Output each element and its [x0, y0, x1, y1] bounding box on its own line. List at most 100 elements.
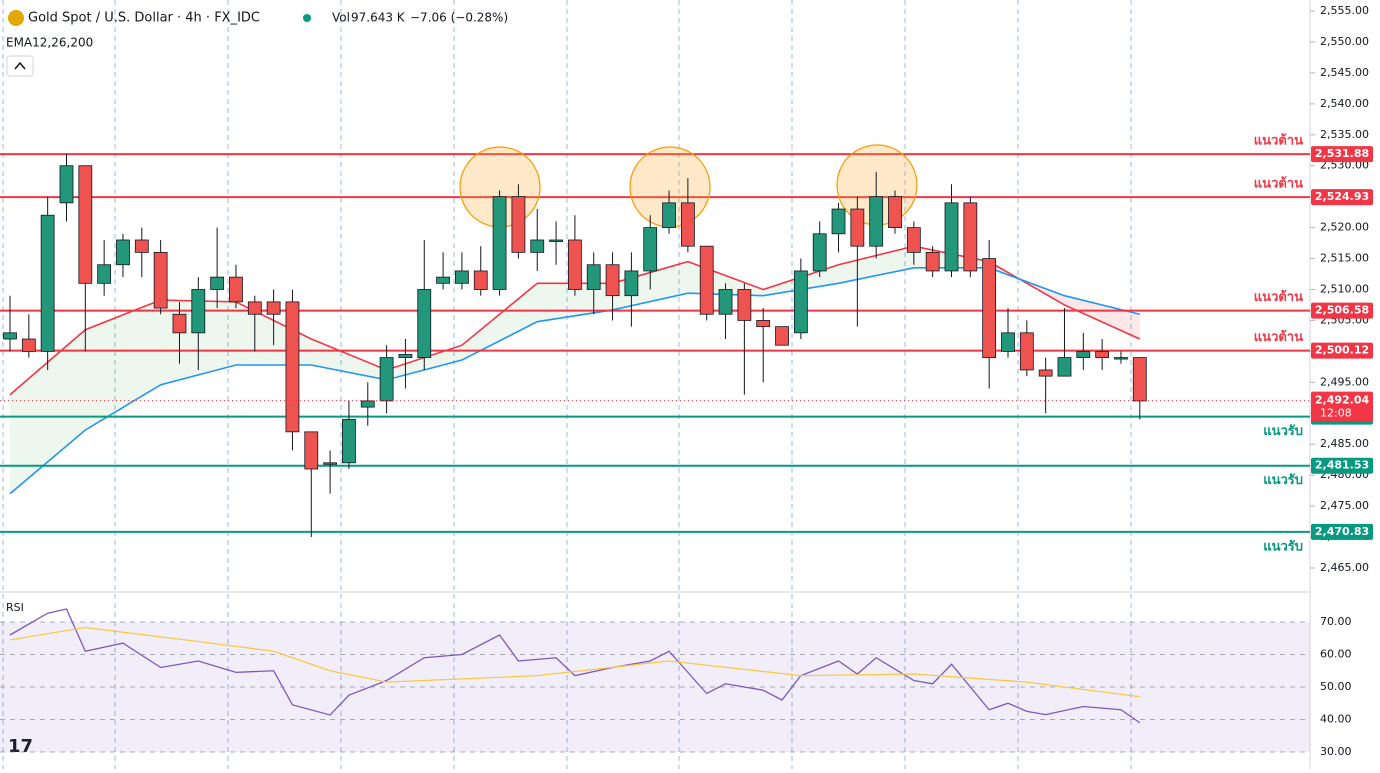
candle-body: [323, 462, 338, 465]
candle-body: [285, 301, 300, 433]
candle-body: [1019, 332, 1034, 371]
symbol-title: Gold Spot / U.S. Dollar · 4h · FX_IDC: [28, 11, 260, 26]
candle-body: [21, 338, 36, 352]
candle-body: [342, 419, 356, 464]
collapse-button[interactable]: [6, 55, 34, 77]
rsi-line: [9, 608, 1141, 724]
price-tick-label: 2,555.00: [1320, 4, 1369, 17]
rsi-tick-label: 70.00: [1320, 615, 1352, 628]
rsi-tick-label: 40.00: [1320, 713, 1352, 726]
market-status: [303, 14, 311, 22]
grid: [2, 0, 1132, 769]
candle-body: [78, 165, 93, 284]
level-label: แนวต้าน: [1254, 176, 1303, 192]
candle-body: [134, 239, 149, 253]
candle-body: [831, 208, 846, 235]
candle-body: [229, 276, 243, 303]
candle-body: [436, 276, 450, 284]
collapse-icon: [14, 61, 26, 70]
candle-body: [417, 289, 432, 358]
candle-body: [982, 258, 997, 358]
candle-body: [247, 301, 262, 315]
level-label: แนวรับ: [1263, 539, 1303, 554]
candle-body: [680, 202, 695, 247]
candle-body: [511, 196, 526, 253]
candle-body: [40, 214, 55, 352]
level-label: แนวต้าน: [1254, 289, 1303, 305]
candle-body: [455, 270, 469, 284]
candle-body: [812, 233, 827, 272]
rsi-tick-label: 30.00: [1320, 745, 1352, 758]
rsi-label: RSI: [6, 601, 24, 614]
candle-body: [1132, 357, 1147, 402]
countdown: 12:08: [1320, 407, 1352, 420]
candle-body: [1038, 369, 1053, 377]
volume: 97.643 K: [351, 11, 406, 25]
candle-body: [492, 196, 507, 290]
candle-body: [718, 289, 733, 315]
candle-body: [850, 208, 865, 247]
candle-body: [605, 264, 620, 297]
ema-fill: [1064, 295, 1140, 340]
candle-body: [1076, 350, 1091, 358]
candle-body: [699, 245, 714, 315]
level-tag: [1311, 302, 1373, 319]
ema-fill: [311, 339, 387, 380]
level-label: แนวต้าน: [1254, 133, 1303, 149]
level-tag-label: 2,470.83: [1315, 525, 1369, 538]
level-label: แนวรับ: [1263, 424, 1303, 439]
level-tag: [1311, 523, 1373, 540]
last-price-tag: [1311, 391, 1373, 422]
candle-body: [172, 313, 187, 334]
candle-body: [3, 332, 17, 340]
candle-body: [59, 165, 74, 204]
price-tick-label: 2,515.00: [1320, 252, 1369, 265]
candle-body: [737, 289, 752, 321]
candle-body: [775, 326, 789, 346]
candle-body: [662, 202, 676, 229]
candle-body: [191, 289, 206, 334]
candle-body: [266, 301, 281, 315]
level-tag-label: 2,500.12: [1315, 344, 1369, 357]
price-tick-label: 2,510.00: [1320, 283, 1369, 296]
candle-body: [1057, 357, 1072, 377]
last-price-label: 2,492.04: [1315, 394, 1370, 407]
price-tick-label: 2,465.00: [1320, 561, 1369, 574]
rsi-line: [9, 626, 1140, 698]
candle-body: [473, 270, 488, 290]
price-tick-label: 2,475.00: [1320, 499, 1369, 512]
candle-body: [549, 239, 563, 242]
candle-body: [210, 276, 225, 290]
candle-body: [925, 251, 940, 272]
price-tick-label: 2,495.00: [1320, 375, 1369, 388]
price-tick-label: 2,545.00: [1320, 66, 1369, 79]
level-tag: [1311, 189, 1373, 206]
ema-fill: [85, 300, 161, 430]
candle-body: [793, 270, 808, 334]
level-label: แนวรับ: [1263, 473, 1303, 488]
candle-body: [116, 239, 130, 266]
candle-body: [756, 320, 771, 328]
candle-body: [1114, 357, 1128, 360]
level-tag: [1311, 342, 1373, 359]
symbol-icon: [8, 10, 24, 26]
rsi-tick-label: 60.00: [1320, 648, 1352, 661]
level-tag-label: 2,506.58: [1315, 304, 1369, 317]
price-tick-label: 2,520.00: [1320, 221, 1369, 234]
candle-body: [586, 264, 601, 290]
candle-body: [360, 400, 375, 408]
level-tag: [1311, 457, 1373, 474]
candle-body: [944, 202, 959, 272]
volume-label: Vol: [332, 11, 350, 25]
level-label: แนวต้าน: [1254, 329, 1303, 345]
candle-body: [888, 196, 902, 229]
candle-body: [906, 227, 921, 253]
candle-body: [869, 196, 884, 247]
candle-body: [1001, 332, 1015, 352]
price-tick-label: 2,540.00: [1320, 97, 1369, 110]
candle-body: [97, 264, 112, 284]
candle-body: [963, 202, 978, 272]
candle-body: [643, 227, 658, 272]
